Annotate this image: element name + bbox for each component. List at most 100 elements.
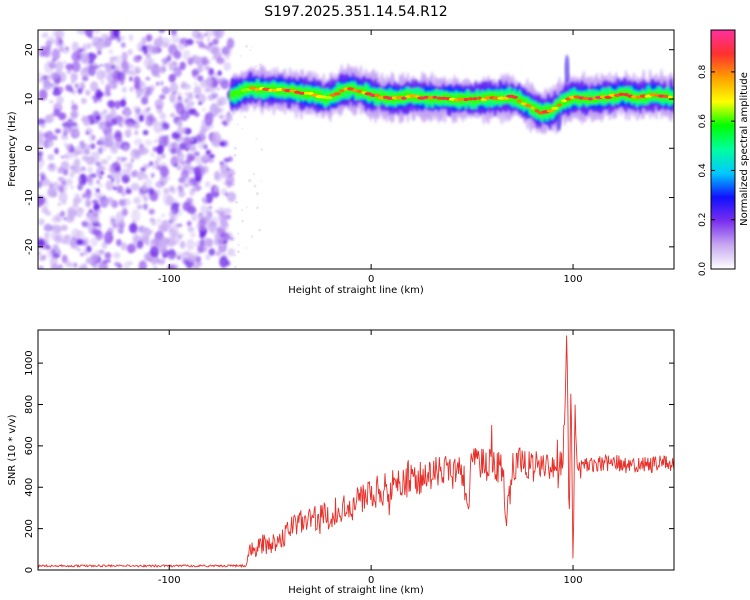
noise-blob [38,77,42,84]
noise-blob [71,41,80,52]
noise-blob [97,147,103,155]
noise-blob [158,225,167,233]
noise-blob [193,85,202,96]
noise-blob [161,122,170,130]
noise-blob [95,161,102,167]
noise-blob [106,132,114,141]
noise-blob [79,140,86,149]
noise-blob [44,232,50,238]
noise-blob [112,171,122,180]
y-tick-label: 0 [24,567,35,573]
noise-blob [83,147,90,154]
noise-blob [47,248,54,259]
noise-blob [146,187,155,195]
y-tick-label: 20 [24,43,35,56]
noise-blob [224,192,229,197]
noise-blob [223,207,232,215]
noise-blob [143,195,148,200]
noise-blob [155,181,165,188]
noise-blob [161,153,166,159]
ridge-peak [463,97,469,102]
noise-blob [147,113,155,123]
noise-blob [71,100,75,104]
noise-speck [248,179,252,183]
spectrogram-x-axis-label: Height of straight line (km) [288,285,424,296]
noise-blob [41,33,45,38]
noise-blob [129,86,134,92]
noise-blob [161,86,171,95]
noise-blob [187,226,195,233]
noise-blob [167,176,171,180]
noise-blob [172,263,179,269]
noise-blob [86,245,92,253]
noise-blob [162,136,170,147]
ridge-peak [530,106,535,110]
noise-blob [92,30,101,34]
noise-blob [100,33,109,42]
noise-blob [129,76,133,82]
noise-blob [150,152,155,158]
noise-blob [87,166,94,174]
noise-blob [115,211,125,224]
noise-blob [107,91,111,97]
noise-blob [177,119,183,128]
noise-blob [219,255,229,268]
noise-blob [78,207,85,213]
noise-blob [58,112,67,121]
noise-blob [44,211,52,216]
ridge-peak [668,95,673,99]
ridge-peak [534,109,540,113]
ridge-spike [564,54,570,85]
noise-blob [158,66,167,74]
noise-blob [194,151,200,157]
noise-speck [251,46,253,48]
noise-blob [88,64,97,77]
noise-blob [51,48,61,61]
noise-blob [43,223,53,232]
noise-region [38,30,263,269]
noise-blob [177,92,182,98]
noise-blob [112,186,117,191]
ridge-peak [423,95,429,99]
noise-blob [144,93,149,99]
noise-blob [92,250,102,260]
noise-blob [171,131,181,140]
ridge-peak [427,96,434,100]
noise-blob [105,62,112,72]
noise-blob [212,30,222,38]
noise-blob [81,52,90,65]
noise-blob [217,70,222,76]
noise-blob [94,229,101,237]
noise-blob [156,81,160,87]
noise-blob [95,115,101,121]
noise-blob [63,142,69,147]
noise-blob [61,238,68,245]
noise-blob [85,131,90,135]
y-tick-label: -10 [24,189,35,205]
noise-blob [70,80,75,85]
noise-blob [133,55,142,63]
noise-blob [123,163,129,168]
noise-blob [137,67,142,73]
noise-speck [256,206,259,210]
noise-blob [104,252,112,260]
noise-blob [145,53,151,58]
noise-blob [86,212,90,217]
snr-x-ticks: -100 0 100 [158,330,583,586]
noise-blob [73,262,78,268]
noise-blob [62,128,67,132]
noise-blob [196,32,205,41]
noise-blob [207,44,216,53]
noise-blob [218,239,222,244]
noise-blob [167,224,172,228]
noise-speck [231,119,233,121]
x-tick-label: 0 [368,274,374,285]
noise-blob [107,155,112,161]
noise-blob [156,74,161,78]
noise-blob [177,184,184,193]
noise-speck [246,206,248,208]
ridge-peak [261,87,271,91]
noise-blob [92,36,102,47]
noise-blob [49,83,55,88]
noise-blob [226,191,237,203]
